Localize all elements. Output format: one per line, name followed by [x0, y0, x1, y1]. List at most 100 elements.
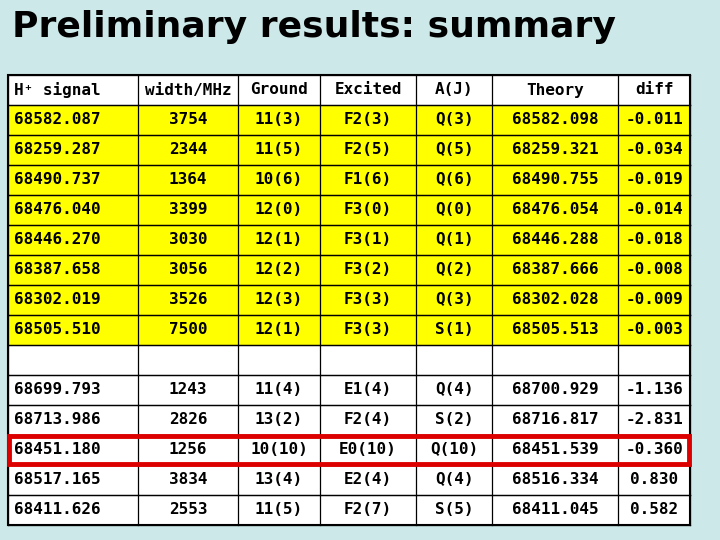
Text: 2826: 2826 — [168, 413, 207, 428]
Text: 1364: 1364 — [168, 172, 207, 187]
Text: 68490.755: 68490.755 — [512, 172, 598, 187]
Text: F2(5): F2(5) — [344, 143, 392, 158]
Text: Q(3): Q(3) — [435, 112, 473, 127]
Text: -0.034: -0.034 — [625, 143, 683, 158]
Text: -0.003: -0.003 — [625, 322, 683, 338]
Text: 2553: 2553 — [168, 503, 207, 517]
Text: 11(5): 11(5) — [255, 503, 303, 517]
Text: 2344: 2344 — [168, 143, 207, 158]
Text: 12(1): 12(1) — [255, 322, 303, 338]
Text: 11(4): 11(4) — [255, 382, 303, 397]
Text: 68451.180: 68451.180 — [14, 442, 101, 457]
Text: Q(6): Q(6) — [435, 172, 473, 187]
Text: 68713.986: 68713.986 — [14, 413, 101, 428]
Text: Q(3): Q(3) — [435, 293, 473, 307]
Text: F3(1): F3(1) — [344, 233, 392, 247]
Text: -0.008: -0.008 — [625, 262, 683, 278]
Text: 0.830: 0.830 — [630, 472, 678, 488]
Text: 13(4): 13(4) — [255, 472, 303, 488]
Text: 68516.334: 68516.334 — [512, 472, 598, 488]
Text: F2(7): F2(7) — [344, 503, 392, 517]
Text: 68302.028: 68302.028 — [512, 293, 598, 307]
Text: Q(2): Q(2) — [435, 262, 473, 278]
Text: 68387.658: 68387.658 — [14, 262, 101, 278]
Text: -0.018: -0.018 — [625, 233, 683, 247]
Text: A(J): A(J) — [435, 83, 473, 98]
Text: 68716.817: 68716.817 — [512, 413, 598, 428]
Text: Excited: Excited — [334, 83, 402, 98]
Text: 68582.087: 68582.087 — [14, 112, 101, 127]
Text: 68302.019: 68302.019 — [14, 293, 101, 307]
Text: 7500: 7500 — [168, 322, 207, 338]
Text: 3526: 3526 — [168, 293, 207, 307]
Text: Q(5): Q(5) — [435, 143, 473, 158]
Text: Q(10): Q(10) — [430, 442, 478, 457]
Text: 3030: 3030 — [168, 233, 207, 247]
Text: 11(3): 11(3) — [255, 112, 303, 127]
Text: 12(2): 12(2) — [255, 262, 303, 278]
Text: 68699.793: 68699.793 — [14, 382, 101, 397]
Text: 68259.287: 68259.287 — [14, 143, 101, 158]
Bar — [8, 75, 690, 525]
Text: 68476.054: 68476.054 — [512, 202, 598, 218]
Bar — [8, 435, 690, 465]
Text: 10(6): 10(6) — [255, 172, 303, 187]
Bar — [8, 495, 690, 525]
Text: E0(10): E0(10) — [339, 442, 397, 457]
Text: E2(4): E2(4) — [344, 472, 392, 488]
Text: 68446.270: 68446.270 — [14, 233, 101, 247]
Bar — [8, 255, 690, 285]
Text: 1256: 1256 — [168, 442, 207, 457]
Text: -2.831: -2.831 — [625, 413, 683, 428]
Text: Q(4): Q(4) — [435, 472, 473, 488]
Text: -1.136: -1.136 — [625, 382, 683, 397]
Text: 3399: 3399 — [168, 202, 207, 218]
Text: 68387.666: 68387.666 — [512, 262, 598, 278]
Text: 13(2): 13(2) — [255, 413, 303, 428]
Text: 3754: 3754 — [168, 112, 207, 127]
Text: 68451.539: 68451.539 — [512, 442, 598, 457]
Text: 68411.626: 68411.626 — [14, 503, 101, 517]
Text: S(5): S(5) — [435, 503, 473, 517]
Text: -0.009: -0.009 — [625, 293, 683, 307]
Text: Preliminary results: summary: Preliminary results: summary — [12, 10, 616, 44]
Text: Theory: Theory — [526, 83, 584, 98]
Text: 68582.098: 68582.098 — [512, 112, 598, 127]
Text: 68505.513: 68505.513 — [512, 322, 598, 338]
Text: -0.011: -0.011 — [625, 112, 683, 127]
Text: Ground: Ground — [250, 83, 308, 98]
Text: 68411.045: 68411.045 — [512, 503, 598, 517]
Bar — [8, 375, 690, 405]
Bar — [8, 105, 690, 135]
Text: H⁺ signal: H⁺ signal — [14, 82, 101, 98]
Text: E1(4): E1(4) — [344, 382, 392, 397]
Bar — [8, 315, 690, 345]
Bar — [9, 436, 689, 464]
Bar — [8, 195, 690, 225]
Text: Q(1): Q(1) — [435, 233, 473, 247]
Text: 12(0): 12(0) — [255, 202, 303, 218]
Bar — [8, 285, 690, 315]
Bar — [8, 405, 690, 435]
Text: 1243: 1243 — [168, 382, 207, 397]
Bar — [8, 465, 690, 495]
Text: S(1): S(1) — [435, 322, 473, 338]
Text: F2(3): F2(3) — [344, 112, 392, 127]
Bar — [8, 165, 690, 195]
Text: F3(3): F3(3) — [344, 322, 392, 338]
Text: 68476.040: 68476.040 — [14, 202, 101, 218]
Text: 12(1): 12(1) — [255, 233, 303, 247]
Text: F1(6): F1(6) — [344, 172, 392, 187]
Text: 0.582: 0.582 — [630, 503, 678, 517]
Text: 68517.165: 68517.165 — [14, 472, 101, 488]
Text: F2(4): F2(4) — [344, 413, 392, 428]
Bar — [8, 225, 690, 255]
Text: 68259.321: 68259.321 — [512, 143, 598, 158]
Bar — [8, 75, 690, 105]
Text: Q(0): Q(0) — [435, 202, 473, 218]
Text: Q(4): Q(4) — [435, 382, 473, 397]
Text: F3(0): F3(0) — [344, 202, 392, 218]
Text: 3834: 3834 — [168, 472, 207, 488]
Text: F3(3): F3(3) — [344, 293, 392, 307]
Bar — [8, 345, 690, 375]
